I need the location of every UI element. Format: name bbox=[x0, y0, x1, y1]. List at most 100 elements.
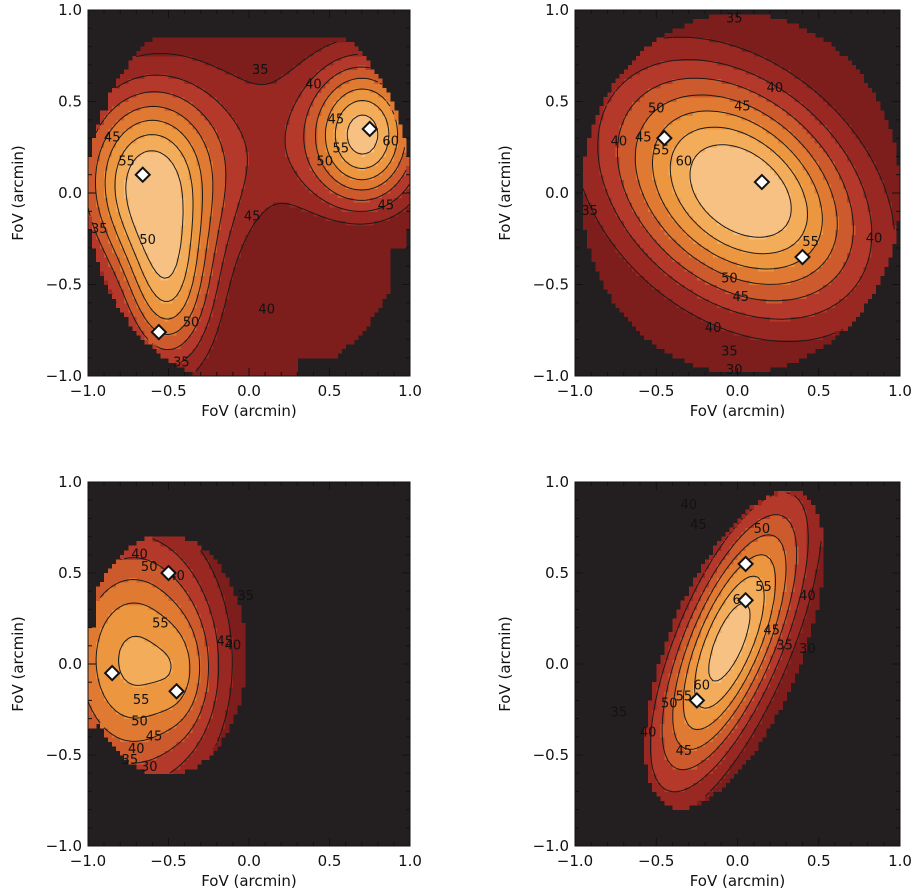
contour-cell bbox=[100, 165, 105, 171]
contour-cell bbox=[349, 234, 355, 240]
contour-cell bbox=[240, 353, 246, 359]
contour-cell bbox=[249, 293, 254, 299]
contour-cell bbox=[216, 371, 222, 377]
contour-cell bbox=[148, 330, 154, 336]
contour-cell bbox=[393, 147, 399, 153]
contour-cell bbox=[204, 275, 210, 281]
contour-cell bbox=[281, 371, 286, 377]
contour-cell bbox=[116, 87, 121, 93]
contour-cell bbox=[128, 69, 133, 75]
contour-cell bbox=[204, 339, 210, 345]
contour-cell bbox=[293, 206, 298, 212]
contour-cell bbox=[253, 215, 258, 222]
contour-cell bbox=[365, 96, 371, 103]
contour-cell bbox=[224, 110, 230, 116]
contour-cell bbox=[244, 60, 250, 66]
contour-cell bbox=[120, 252, 125, 258]
contour-cell bbox=[228, 229, 234, 235]
contour-cell bbox=[353, 307, 359, 313]
contour-cell bbox=[281, 96, 286, 103]
contour-cell bbox=[361, 170, 367, 176]
contour-cell bbox=[92, 188, 97, 194]
contour-cell bbox=[236, 298, 242, 304]
contour-cell bbox=[156, 229, 162, 235]
contour-cell bbox=[301, 106, 306, 112]
contour-cell bbox=[144, 101, 149, 107]
contour-cell bbox=[164, 348, 170, 354]
contour-cell bbox=[168, 119, 174, 125]
contour-cell bbox=[196, 74, 202, 80]
contour-cell bbox=[353, 206, 359, 212]
contour-cell bbox=[160, 193, 166, 199]
contour-cell bbox=[104, 160, 109, 167]
contour-cell bbox=[329, 46, 335, 52]
contour-cell bbox=[172, 339, 178, 345]
contour-cell bbox=[273, 101, 278, 107]
contour-cell bbox=[377, 119, 383, 125]
contour-cell bbox=[168, 69, 174, 75]
contour-cell bbox=[341, 247, 347, 254]
contour-cell bbox=[232, 243, 238, 249]
contour-cell bbox=[144, 138, 149, 144]
contour-cell bbox=[200, 37, 206, 43]
contour-cell bbox=[192, 275, 198, 281]
contour-cell bbox=[321, 234, 327, 240]
contour-cell bbox=[200, 60, 206, 66]
contour-cell bbox=[253, 357, 258, 363]
contour-cell bbox=[269, 257, 274, 263]
contour-cell bbox=[285, 133, 290, 139]
contour-cell bbox=[297, 83, 302, 89]
contour-cell bbox=[253, 211, 258, 217]
contour-cell bbox=[329, 247, 335, 254]
contour-cell bbox=[265, 330, 270, 336]
contour-cell bbox=[377, 225, 383, 231]
contour-cell bbox=[301, 334, 306, 340]
contour-cell bbox=[220, 110, 226, 116]
contour-cell bbox=[297, 170, 302, 176]
contour-cell bbox=[381, 238, 387, 244]
contour-cell bbox=[144, 215, 149, 222]
contour-cell bbox=[369, 211, 375, 217]
contour-cell bbox=[224, 284, 230, 290]
contour-cell bbox=[277, 206, 282, 212]
contour-cell bbox=[180, 138, 186, 144]
contour-cell bbox=[301, 330, 306, 336]
contour-cell bbox=[297, 37, 302, 43]
contour-cell bbox=[104, 119, 109, 125]
contour-cell bbox=[164, 156, 170, 162]
contour-cell bbox=[224, 55, 230, 61]
contour-cell bbox=[325, 348, 331, 354]
contour-cell bbox=[180, 257, 186, 263]
contour-cell bbox=[265, 325, 270, 331]
contour-cell bbox=[265, 298, 270, 304]
contour-cell bbox=[353, 211, 359, 217]
contour-cell bbox=[301, 252, 306, 258]
contour-cell bbox=[116, 183, 121, 190]
contour-cell bbox=[281, 124, 286, 130]
contour-cell bbox=[325, 243, 331, 249]
contour-cell bbox=[325, 225, 331, 231]
contour-cell bbox=[357, 119, 363, 125]
contour-cell bbox=[289, 270, 294, 276]
contour-cell bbox=[200, 96, 206, 103]
contour-cell bbox=[345, 142, 351, 148]
contour-cell bbox=[180, 252, 186, 258]
contour-cell bbox=[232, 138, 238, 144]
contour-cell bbox=[216, 87, 222, 93]
contour-cell bbox=[305, 151, 310, 157]
contour-cell bbox=[232, 202, 238, 208]
contour-cell bbox=[289, 69, 294, 75]
contour-cell bbox=[261, 225, 266, 231]
contour-cell bbox=[337, 165, 343, 171]
contour-cell bbox=[361, 252, 367, 258]
contour-cell bbox=[240, 371, 246, 377]
contour-cell bbox=[333, 330, 339, 336]
contour-cell bbox=[277, 211, 282, 217]
contour-cell bbox=[180, 307, 186, 313]
contour-cell bbox=[180, 46, 186, 52]
contour-cell bbox=[281, 325, 286, 331]
contour-cell bbox=[301, 293, 306, 299]
contour-cell bbox=[220, 151, 226, 157]
contour-cell bbox=[301, 69, 306, 75]
contour-cell bbox=[208, 142, 214, 148]
